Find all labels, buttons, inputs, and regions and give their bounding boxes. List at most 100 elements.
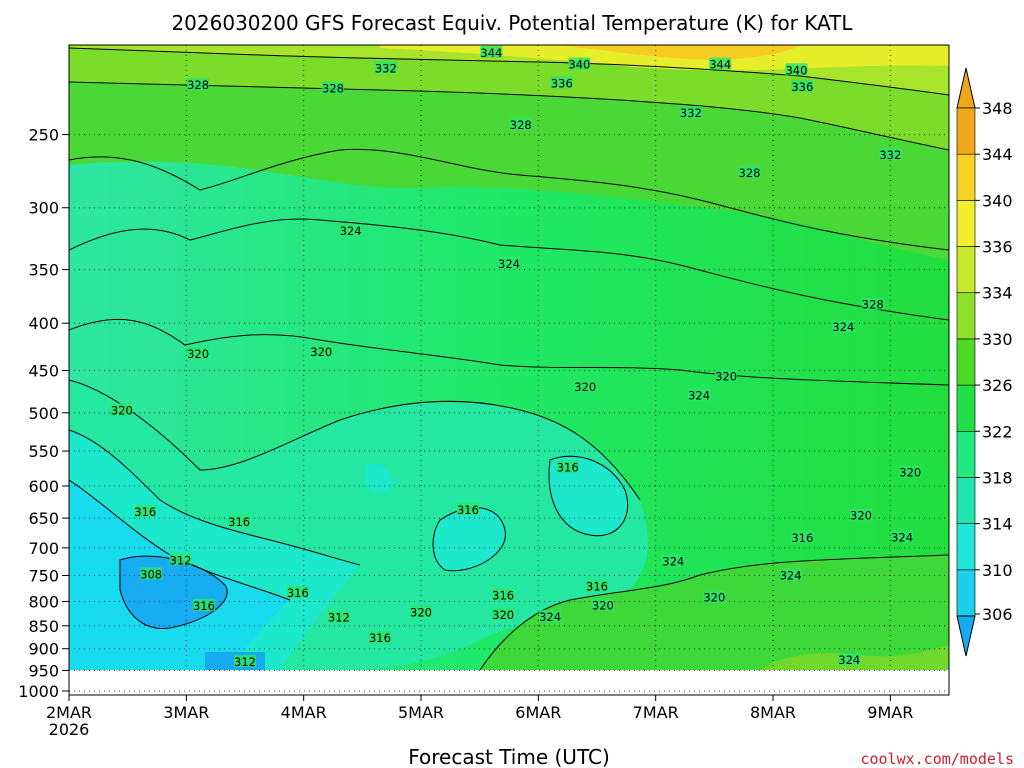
x-tick-label: 5MAR <box>398 703 444 722</box>
contour-label-bg <box>322 81 344 94</box>
contour-label: 324 <box>662 554 684 568</box>
colorbar-label: 340 <box>982 191 1013 210</box>
contour-label: 312 <box>234 655 256 669</box>
contour-label: 324 <box>891 530 913 544</box>
contour-label: 332 <box>375 61 397 75</box>
contour-label: 320 <box>111 403 133 417</box>
contour-label: 308 <box>140 567 162 581</box>
contour-label-bg <box>368 630 391 643</box>
contour-label-bg <box>228 514 251 527</box>
contour-label-bg <box>586 579 608 592</box>
contour-label: 324 <box>688 389 710 403</box>
colorbar-segment <box>956 477 976 524</box>
x-tick-label: 4MAR <box>281 703 327 722</box>
contour-label: 328 <box>739 166 761 180</box>
colorbar-bottom-arrow <box>956 615 976 657</box>
colorbar-label: 334 <box>982 284 1013 303</box>
band-344 <box>560 45 800 60</box>
contour-label-bg <box>234 654 256 667</box>
y-tick-label: 500 <box>28 404 59 423</box>
contour-label: 344 <box>709 58 731 72</box>
y-tick-label: 550 <box>28 442 59 461</box>
contour-label: 320 <box>187 347 209 361</box>
colorbar: 306 310 314 318 322 326 330 334 336 340 344 348 <box>956 67 1013 657</box>
contour-label: 324 <box>498 257 520 271</box>
contour-label: 312 <box>169 553 191 567</box>
y-tick-label: 700 <box>28 539 59 558</box>
contour-label: 328 <box>322 82 344 96</box>
colorbar-label: 336 <box>982 238 1013 257</box>
colorbar-segment <box>956 338 976 386</box>
colorbar-segment <box>956 430 976 478</box>
contour-label: 320 <box>592 598 614 612</box>
contour-label-bg <box>709 57 732 70</box>
contour-label: 340 <box>568 58 590 72</box>
contour-label: 316 <box>586 580 608 594</box>
contour-label: 320 <box>899 465 921 479</box>
colorbar-label: 348 <box>982 99 1013 118</box>
contour-label: 328 <box>510 118 532 132</box>
colorbar-label: 326 <box>982 376 1013 395</box>
y-axis: 250 300 350 400 450 500 550 600 650 700 750 800 850 9… <box>18 126 69 701</box>
contour-label: 324 <box>539 610 561 624</box>
contour-label-bg <box>861 297 884 310</box>
y-tick-label: 950 <box>28 661 59 680</box>
contour-label: 320 <box>310 345 332 359</box>
contour-label-bg <box>891 530 914 543</box>
y-tick-label: 400 <box>28 314 59 333</box>
colorbar-segment <box>956 384 976 432</box>
contour-label-bg <box>492 588 515 601</box>
contour-labels: 344 332 340 344 340 336 336 328 328 332 328 328 332 3… <box>110 45 922 669</box>
contour-label: 316 <box>557 460 579 474</box>
contour-label-bg <box>550 76 573 89</box>
contour-label-bg <box>591 598 614 611</box>
contour-label: 328 <box>187 78 209 92</box>
y-tick-label: 850 <box>28 617 59 636</box>
colorbar-label: 306 <box>982 605 1013 624</box>
contour-label-bg <box>539 610 562 623</box>
contour-label-bg <box>498 256 520 269</box>
contour-label: 344 <box>480 46 502 60</box>
contour-label-bg <box>192 598 215 611</box>
contour-label-bg <box>556 460 579 473</box>
contour-label: 316 <box>369 631 391 645</box>
contour-label-bg <box>568 57 591 70</box>
contour-label-bg <box>791 530 814 543</box>
contour-label: 320 <box>492 608 514 622</box>
colorbar-label: 318 <box>982 468 1013 487</box>
contour-label-bg <box>850 508 872 521</box>
contour-label: 328 <box>862 298 884 312</box>
colorbar-label: 314 <box>982 515 1013 534</box>
colorbar-label: 330 <box>982 330 1013 349</box>
contour-label: 324 <box>780 569 802 583</box>
colorbar-segment <box>956 246 976 294</box>
contour-label-bg <box>574 380 597 393</box>
x-tick-label: 2MAR <box>46 703 92 722</box>
y-tick-label: 650 <box>28 509 59 528</box>
colorbar-label: 322 <box>982 422 1013 441</box>
colorbar-segment <box>956 107 976 155</box>
contour-label-bg <box>456 502 479 515</box>
x-tick-label: 9MAR <box>867 703 913 722</box>
colorbar-segment <box>956 569 976 617</box>
contour-label: 320 <box>574 380 596 394</box>
contour-label: 332 <box>680 106 702 120</box>
colorbar-segment <box>956 200 976 247</box>
contour-label: 316 <box>134 505 156 519</box>
contour-label-bg <box>679 106 702 119</box>
contour-label-bg <box>832 320 855 333</box>
y-tick-label: 600 <box>28 477 59 496</box>
colorbar-segment <box>956 292 976 340</box>
contour-label-bg <box>838 653 861 666</box>
contour-label-bg <box>785 63 808 76</box>
contour-label: 324 <box>340 224 362 238</box>
contour-label: 316 <box>228 515 250 529</box>
contour-label: 324 <box>838 653 860 667</box>
grid <box>69 45 949 692</box>
contour-label-bg <box>187 78 210 91</box>
contour-label-bg <box>879 147 902 160</box>
contour-label: 316 <box>791 531 813 545</box>
y-tick-label: 900 <box>28 640 59 659</box>
band-326-low <box>480 555 949 670</box>
